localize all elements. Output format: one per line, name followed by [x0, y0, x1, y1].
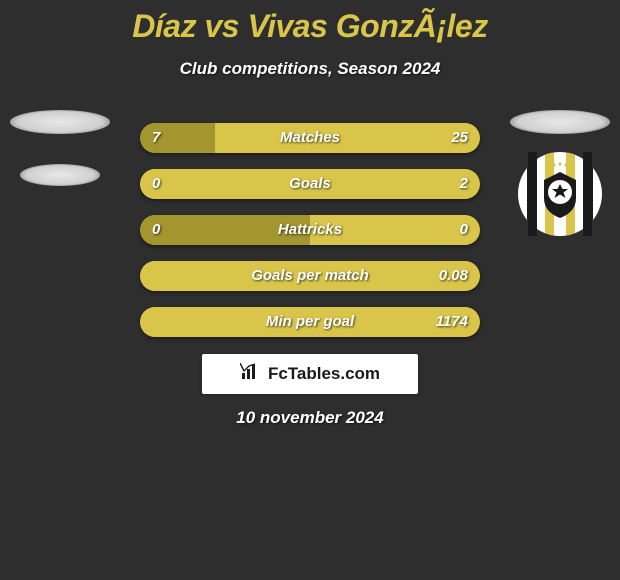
branding-text: FcTables.com: [268, 364, 380, 384]
stat-row: 725Matches: [140, 123, 480, 153]
stat-label: Min per goal: [140, 307, 480, 337]
stat-label: Goals: [140, 169, 480, 199]
stat-label: Goals per match: [140, 261, 480, 291]
shadow-ellipse-icon: [510, 110, 610, 134]
stat-bars: 725Matches 02Goals 00Hattricks 0.08Goals pe…: [140, 123, 480, 353]
bar-chart-icon: [240, 363, 262, 386]
team-logo-icon: [518, 152, 602, 236]
date-label: 10 november 2024: [0, 408, 620, 428]
stat-label: Matches: [140, 123, 480, 153]
stat-row: 00Hattricks: [140, 215, 480, 245]
stat-row: 02Goals: [140, 169, 480, 199]
subtitle: Club competitions, Season 2024: [0, 59, 620, 79]
stat-label: Hattricks: [140, 215, 480, 245]
shadow-ellipse-icon: [20, 164, 100, 186]
shadow-ellipse-icon: [10, 110, 110, 134]
page-title: Díaz vs Vivas GonzÃ¡lez: [0, 0, 620, 45]
left-player-badge: [10, 110, 110, 186]
stat-row: 1174Min per goal: [140, 307, 480, 337]
right-player-badge: [510, 110, 610, 236]
comparison-card: Díaz vs Vivas GonzÃ¡lez Club competition…: [0, 0, 620, 580]
branding-badge: FcTables.com: [202, 354, 418, 394]
stat-row: 0.08Goals per match: [140, 261, 480, 291]
